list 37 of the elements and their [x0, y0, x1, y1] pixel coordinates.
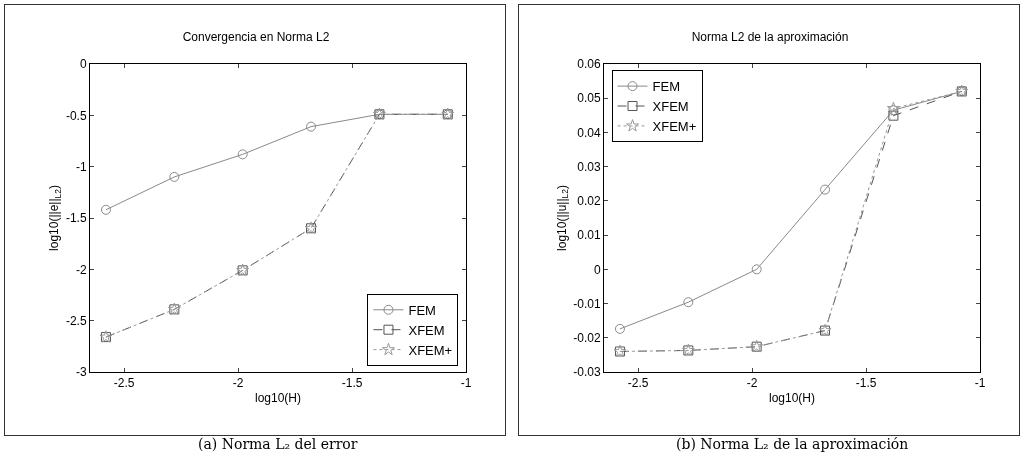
x-axis-title: log10(H) — [254, 391, 302, 406]
y-tick-label: -0.03 — [573, 365, 601, 380]
legend-label: FEM — [408, 302, 436, 318]
x-tick-label: -2 — [746, 376, 758, 391]
y-tick-label: 0.02 — [577, 194, 601, 209]
y-tick-label: -1 — [75, 159, 87, 174]
y-tick-label: -3 — [75, 365, 87, 380]
chart-title: Norma L2 de la aproximación — [691, 30, 849, 45]
chart-title: Convergencia en Norma L2 — [182, 30, 330, 45]
x-tick-label: -1.5 — [855, 376, 877, 391]
y-tick-label: 0.05 — [577, 91, 601, 106]
legend-label: FEM — [652, 79, 680, 95]
x-tick-label: -1 — [460, 376, 472, 391]
x-tick-label: -2 — [232, 376, 244, 391]
y-tick-label: -0.5 — [65, 108, 87, 123]
y-tick-label: 0.01 — [577, 228, 601, 243]
legend-label: XFEM+ — [408, 342, 453, 358]
y-tick-label: -2.5 — [65, 313, 87, 328]
x-tick-label: -2.5 — [627, 376, 649, 391]
y-tick-label: 0.03 — [577, 159, 601, 174]
legend-label: XFEM — [652, 99, 689, 115]
y-tick-label: 0 — [79, 57, 87, 72]
y-tick-label: -1.5 — [65, 211, 87, 226]
y-tick-label: -2 — [75, 262, 87, 277]
text: (b) Norma L₂ de la aproximación — [676, 436, 909, 452]
y-tick-label: -0.02 — [573, 330, 601, 345]
x-tick-label: -1.5 — [341, 376, 363, 391]
x-tick-label: -2.5 — [113, 376, 135, 391]
y-tick-label: -0.01 — [573, 296, 601, 311]
y-tick-label: 0.06 — [577, 57, 601, 72]
y-tick-label: 0 — [593, 262, 601, 277]
legend-label: XFEM — [408, 322, 445, 338]
legend-label: XFEM+ — [652, 118, 697, 134]
x-tick-label: -1 — [974, 376, 986, 391]
x-axis-title: log10(H) — [768, 391, 816, 406]
text: (a) Norma L₂ del error — [198, 436, 358, 452]
y-tick-label: 0.04 — [577, 125, 601, 140]
